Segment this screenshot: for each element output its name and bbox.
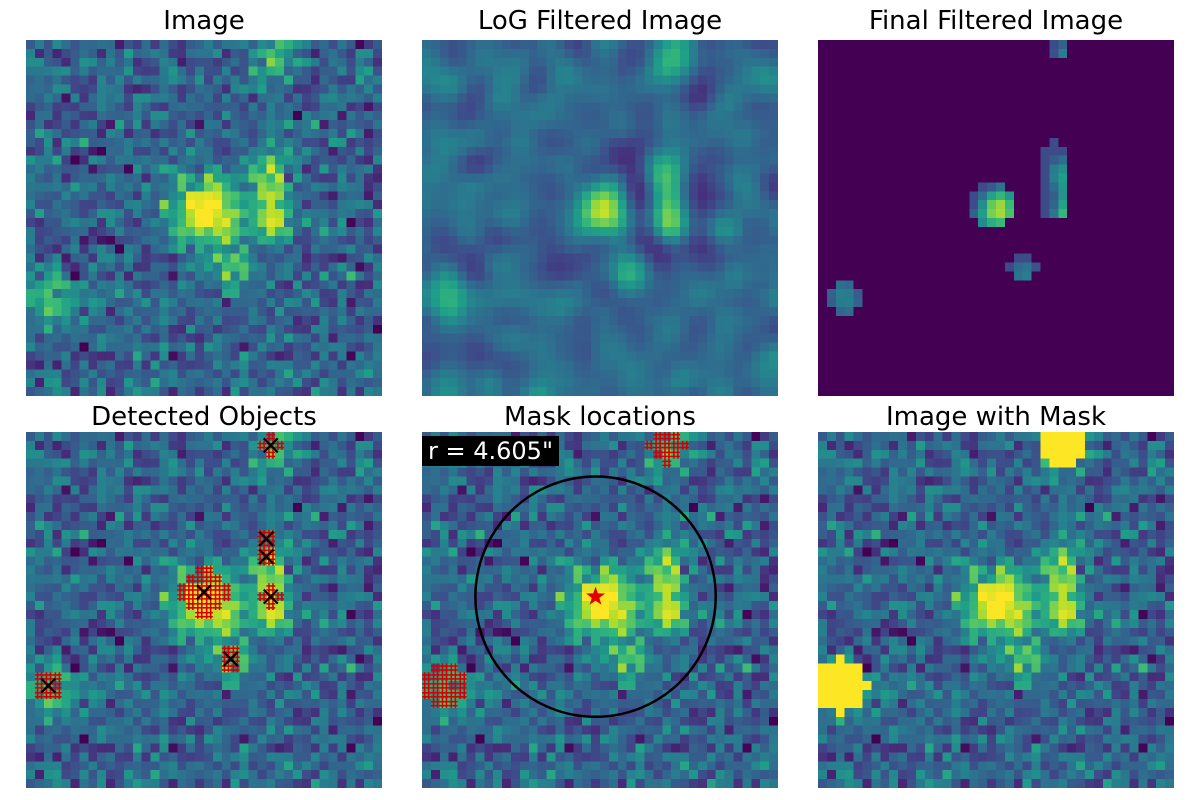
detection-hatch (34, 672, 62, 699)
detection-marker (258, 531, 275, 547)
detection-marker (196, 584, 212, 600)
panel-title: Final Filtered Image (868, 6, 1124, 36)
panel-log-filtered: LoG Filtered Image (420, 0, 780, 400)
panel-image: Image (24, 0, 384, 400)
detection-overlay (34, 432, 285, 699)
mask-overlay (422, 432, 717, 719)
final-filtered-canvas (818, 40, 1174, 396)
panel-title: Detected Objects (91, 402, 317, 432)
log-filtered-canvas (422, 40, 778, 396)
panel-final-filtered: Final Filtered Image (816, 0, 1176, 400)
panel-title: Image (163, 6, 245, 36)
panel-title: Image with Mask (885, 402, 1107, 432)
image-canvas (26, 40, 382, 396)
mask-hatch (422, 663, 467, 708)
radius-label: r = 4.605" (422, 436, 559, 466)
detection-marker (222, 651, 239, 667)
panel-detected-objects: Detected Objects (24, 396, 384, 796)
panel-image-with-mask: Image with Mask (816, 396, 1176, 796)
detection-hatch (257, 583, 285, 610)
panel-mask-locations: Mask locations r = 4.605" (420, 396, 780, 796)
aperture-circle (474, 475, 717, 719)
mask-locations-canvas (422, 432, 778, 788)
detected-objects-canvas (26, 432, 382, 788)
center-star-marker (586, 586, 606, 605)
detection-hatch (257, 529, 276, 548)
detection-marker (262, 588, 279, 605)
mask-hatch (644, 432, 689, 468)
detection-hatch (221, 645, 240, 673)
detection-marker (258, 548, 275, 565)
detection-hatch (257, 432, 285, 459)
detection-hatch (177, 565, 231, 619)
detection-marker (40, 677, 57, 694)
panel-title: Mask locations (504, 402, 696, 432)
masked-image-canvas (818, 432, 1174, 788)
panel-title: LoG Filtered Image (477, 6, 723, 36)
detection-marker (262, 437, 279, 454)
detection-hatch (257, 547, 276, 566)
